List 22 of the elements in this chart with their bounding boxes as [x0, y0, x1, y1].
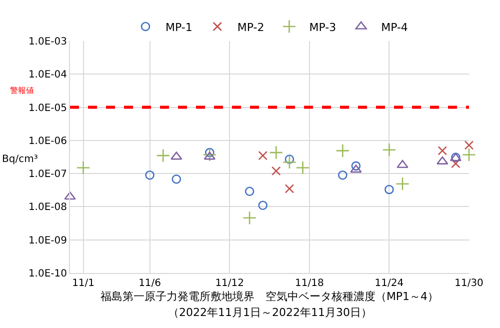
x-tick-label: 11/30	[454, 278, 484, 289]
y-tick-label: 1.0E-04	[28, 70, 67, 81]
y-axis-title: Bq/cm³	[2, 154, 38, 165]
legend-label: MP-4	[381, 20, 408, 34]
y-tick-label: 1.0E-03	[28, 36, 67, 48]
x-tick-label: 11/6	[138, 278, 162, 289]
y-tick-label: 1.0E-10	[28, 268, 67, 280]
x-tick-label: 11/18	[294, 278, 324, 289]
x-tick-label: 11/24	[374, 278, 404, 289]
y-tick-label: 1.0E-09	[28, 235, 67, 246]
x-tick-label: 11/1	[72, 278, 95, 289]
y-tick-label: 1.0E-06	[28, 136, 67, 147]
x-tick-label: 11/12	[215, 278, 244, 289]
y-tick-label: 1.0E-07	[28, 169, 67, 180]
legend-label: MP-2	[237, 20, 264, 34]
ref-line-label: 警報値	[10, 86, 34, 95]
x-axis-title: 福島第一原子力発電所敷地境界 空気中ベータ核種濃度（MP1～4）	[100, 290, 439, 304]
legend-label: MP-3	[309, 20, 336, 34]
text: （2022年11月1日～2022年11月30日）	[168, 306, 372, 319]
y-tick-label: 1.0E-05	[28, 102, 67, 114]
legend-label: MP-1	[166, 20, 192, 34]
y-tick-label: 1.0E-08	[28, 202, 67, 214]
